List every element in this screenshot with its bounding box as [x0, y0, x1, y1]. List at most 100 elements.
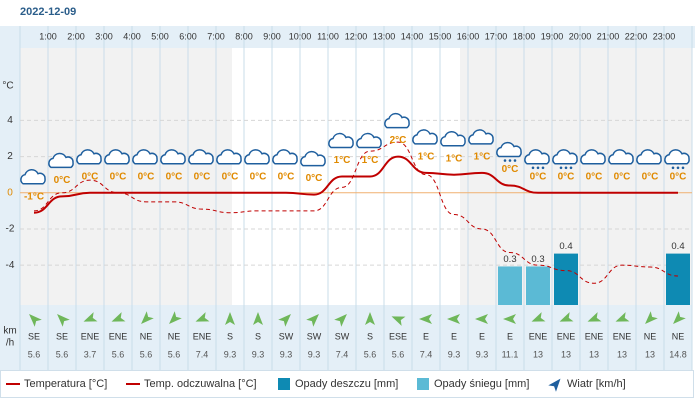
wind-speed: 5.6	[56, 349, 69, 359]
temperature-label: 0°C	[54, 175, 71, 186]
precip-dot	[681, 166, 685, 170]
wind-speed: 9.3	[252, 349, 265, 359]
cloud	[412, 129, 438, 145]
weather-icon	[132, 149, 158, 165]
x-tick-label: 9:00	[263, 31, 281, 41]
precip-bar	[666, 253, 690, 305]
wind-arrow	[587, 312, 602, 322]
y-tick-label: 0	[7, 187, 13, 198]
y-unit: °C	[2, 81, 13, 92]
cloud	[272, 149, 298, 165]
wind-arrow	[334, 314, 347, 327]
wind-arrow	[29, 314, 42, 327]
wind-direction: S	[227, 331, 233, 341]
wind-arrow	[559, 312, 574, 322]
x-tick-label: 13:00	[373, 31, 396, 41]
wind-speed: 5.6	[364, 349, 377, 359]
x-tick-label: 23:00	[653, 31, 676, 41]
wind-unit: /h	[6, 338, 14, 349]
x-tick-label: 16:00	[457, 31, 480, 41]
weather-icon	[524, 149, 550, 170]
weather-icon	[636, 149, 662, 165]
weather-icon	[76, 149, 102, 165]
cloud	[468, 129, 494, 145]
feels-like-line	[33, 141, 679, 284]
x-tick-label: 20:00	[569, 31, 592, 41]
x-tick-label: 12:00	[345, 31, 368, 41]
x-tick-label: 11:00	[317, 31, 339, 41]
wind-arrow	[615, 312, 630, 322]
wind-speed: 9.3	[224, 349, 237, 359]
y-tick-label: 4	[7, 115, 13, 126]
wind-direction: SE	[56, 331, 68, 341]
cloud	[244, 149, 270, 165]
x-tick-label: 6:00	[179, 31, 197, 41]
temperature-label: 0°C	[614, 171, 631, 182]
y-tick-label: -4	[6, 260, 15, 271]
wind-speed: 14.8	[669, 349, 687, 359]
wind-direction: E	[507, 331, 513, 341]
legend-label: Wiatr [km/h]	[567, 378, 626, 390]
temperature-label: 0°C	[138, 171, 155, 182]
wind-direction: ENE	[193, 331, 212, 341]
legend-swatch	[278, 378, 290, 390]
wind-direction: ENE	[557, 331, 576, 341]
precip-dot	[508, 159, 512, 162]
wind-direction: E	[451, 331, 457, 341]
cloud	[160, 149, 186, 165]
wind-arrow	[57, 314, 70, 327]
cloud	[636, 149, 662, 165]
precip-dot	[676, 166, 680, 170]
precip-dot	[569, 166, 573, 170]
x-tick-label: 15:00	[429, 31, 452, 41]
weather-icon	[384, 112, 410, 129]
x-tick-label: 4:00	[123, 31, 141, 41]
cloud	[384, 112, 410, 129]
wind-speed: 3.7	[84, 349, 97, 359]
cloud	[48, 152, 74, 169]
cloud	[104, 149, 130, 165]
wind-direction: NE	[644, 331, 657, 341]
weather-icon	[188, 149, 214, 165]
wind-speed: 9.3	[280, 349, 293, 359]
wind-direction: NE	[672, 331, 685, 341]
weather-icon	[272, 149, 298, 165]
wind-speed: 5.6	[168, 349, 181, 359]
wind-speed: 13	[589, 349, 599, 359]
precip-dot	[559, 166, 563, 170]
wind-speed: 5.6	[140, 349, 153, 359]
wind-direction: E	[423, 331, 429, 341]
bar-label: 0.3	[531, 254, 544, 265]
wind-arrow	[673, 311, 686, 324]
temperature-label: 0°C	[278, 171, 295, 182]
cloud	[216, 149, 242, 165]
weather-icon	[664, 149, 690, 170]
cloud	[496, 141, 522, 158]
temperature-label: 0°C	[642, 171, 659, 182]
weather-icon	[468, 129, 494, 145]
wind-speed: 5.6	[112, 349, 125, 359]
cloud	[132, 149, 158, 165]
weather-icon	[160, 149, 186, 165]
wind-arrow	[278, 314, 291, 327]
x-tick-label: 19:00	[541, 31, 564, 41]
hour-row	[0, 26, 695, 48]
weather-icon	[608, 149, 634, 165]
weather-icon	[216, 149, 242, 165]
y-tick-label: -2	[6, 224, 15, 235]
cloud	[580, 149, 606, 165]
wind-arrow	[83, 312, 98, 322]
precip-dot	[541, 166, 545, 170]
wind-arrow	[447, 314, 460, 324]
temperature-label: 0°C	[222, 171, 239, 182]
wind-speed: 13	[561, 349, 571, 359]
weather-icon	[244, 149, 270, 165]
wind-arrow	[419, 314, 432, 324]
precip-dot	[513, 159, 517, 162]
temperature-label: 0°C	[250, 171, 267, 182]
x-tick-label: 14:00	[401, 31, 424, 41]
x-tick-label: 1:00	[39, 31, 57, 41]
bar-label: 0.3	[503, 254, 516, 265]
x-tick-label: 5:00	[151, 31, 169, 41]
